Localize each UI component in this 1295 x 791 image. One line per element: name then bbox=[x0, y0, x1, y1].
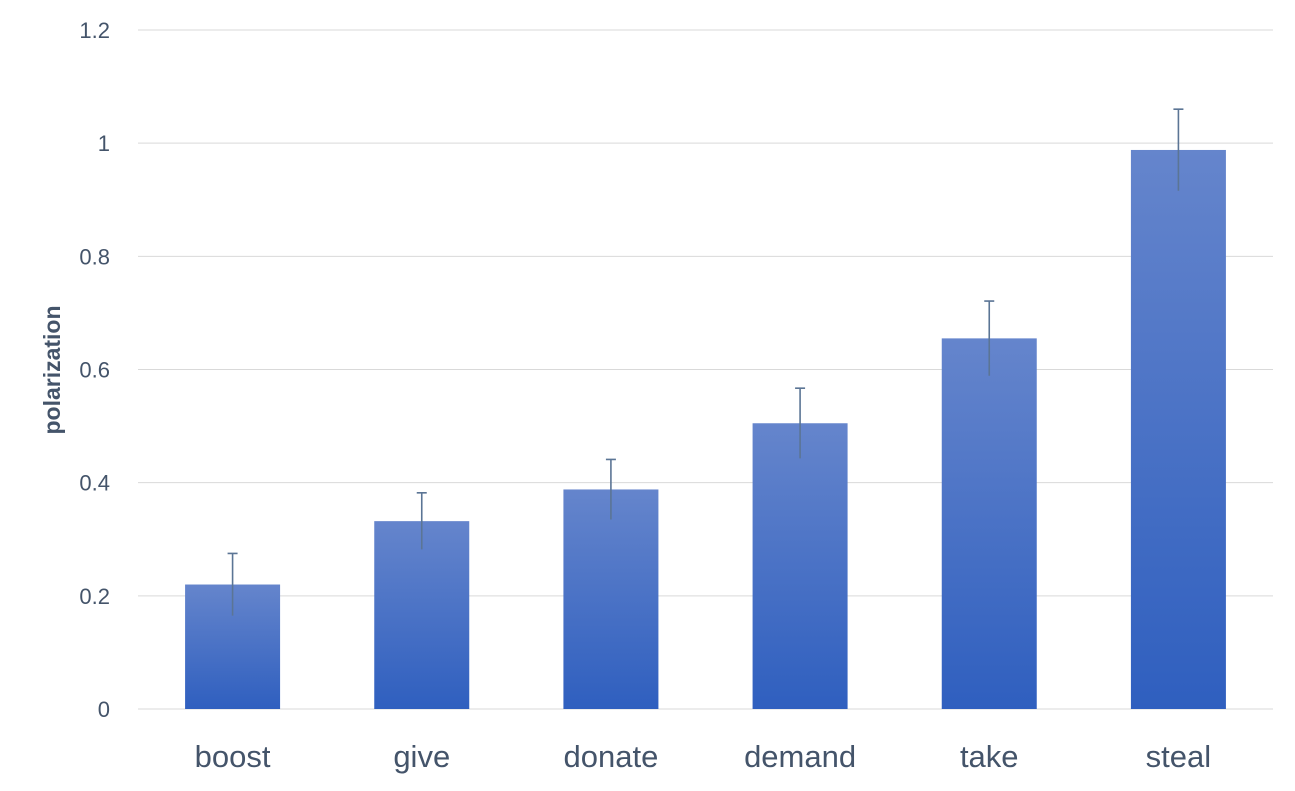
gridlines bbox=[138, 29, 1273, 710]
error-bar-steal bbox=[1173, 108, 1184, 191]
bar-steal bbox=[1130, 149, 1226, 709]
error-bar-boost bbox=[227, 552, 238, 616]
x-axis-labels: boost give donate demand take steal bbox=[195, 739, 1211, 774]
error-bar-take bbox=[984, 300, 995, 376]
bar-give bbox=[374, 521, 470, 709]
error-bar-donate bbox=[605, 458, 616, 520]
y-tick-label: 1 bbox=[98, 131, 110, 156]
error-bars bbox=[227, 108, 1184, 616]
x-category-label: boost bbox=[195, 739, 271, 774]
y-axis-ticks: 0 0.2 0.4 0.6 0.8 1 1.2 bbox=[79, 18, 110, 722]
x-category-label: donate bbox=[564, 739, 659, 774]
y-axis-title: polarization bbox=[39, 305, 65, 434]
bar-demand bbox=[752, 423, 848, 709]
error-bar-give bbox=[416, 492, 427, 550]
bar-take bbox=[941, 338, 1037, 709]
x-category-label: take bbox=[960, 739, 1019, 774]
bar-donate bbox=[563, 489, 659, 709]
x-category-label: steal bbox=[1146, 739, 1211, 774]
x-category-label: demand bbox=[744, 739, 856, 774]
bars bbox=[185, 149, 1226, 709]
x-category-label: give bbox=[393, 739, 450, 774]
error-bar-demand bbox=[795, 387, 806, 459]
y-tick-label: 0 bbox=[98, 697, 110, 722]
y-tick-label: 0.4 bbox=[79, 471, 110, 496]
y-tick-label: 1.2 bbox=[79, 18, 110, 43]
y-tick-label: 0.8 bbox=[79, 244, 110, 269]
y-tick-label: 0.2 bbox=[79, 584, 110, 609]
y-tick-label: 0.6 bbox=[79, 358, 110, 383]
